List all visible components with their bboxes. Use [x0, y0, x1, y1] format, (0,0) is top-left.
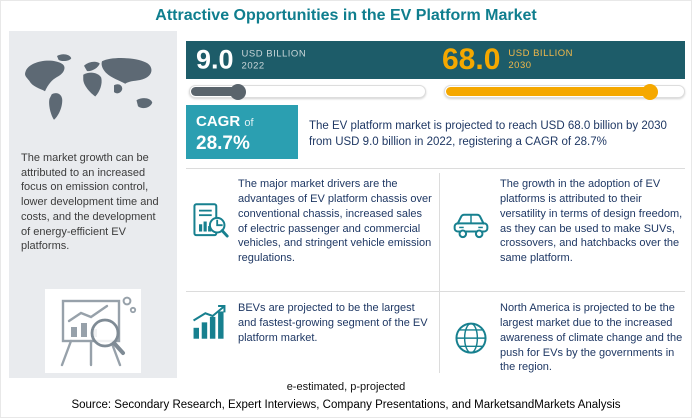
bullet-bev-segment-text: BEVs are projected to be the largest and… — [238, 302, 428, 344]
bullet-north-america: North America is projected to be the lar… — [451, 301, 685, 375]
progress-fill-2030 — [446, 87, 651, 96]
bullet-design-versatility-text: The growth in the adoption of EV platfor… — [500, 178, 683, 265]
market-size-2030-year: 2030 — [508, 60, 532, 71]
market-growth-note: The market growth can be attributed to a… — [21, 152, 159, 253]
cagr-of-label: of — [244, 117, 254, 129]
progress-track-2030 — [444, 85, 685, 98]
progress-track-2022 — [189, 85, 426, 98]
market-size-2022-unit: USD BILLION — [241, 48, 307, 60]
globe-icon — [455, 322, 487, 354]
bullet-north-america-text: North America is projected to be the lar… — [500, 302, 683, 374]
progress-fill-2022 — [191, 87, 239, 96]
market-projection-text: The EV platform market is projected to r… — [309, 120, 667, 149]
divider-horizontal-top — [186, 168, 685, 169]
market-size-2030-value: 68.0 — [442, 43, 501, 76]
bullet-bev-segment: BEVs are projected to be the largest and… — [189, 301, 433, 346]
divider-vertical — [439, 173, 440, 373]
market-size-2022-year: 2022 — [241, 60, 265, 71]
market-size-band: 9.0 USD BILLION 2022 68.0 USD BILLION 20… — [186, 41, 685, 79]
cagr-value: 28.7% — [196, 133, 250, 154]
divider-horizontal-bottom — [186, 291, 685, 292]
cagr-label: CAGR — [196, 113, 241, 130]
source-line: Source: Secondary Research, Expert Inter… — [71, 399, 621, 411]
car-versatility-icon — [453, 213, 489, 239]
market-size-2022-value: 9.0 — [196, 44, 234, 75]
bullet-design-versatility: The growth in the adoption of EV platfor… — [451, 177, 685, 266]
estimate-note: e-estimated, p-projected — [286, 381, 406, 393]
chart-illustration-box — [45, 289, 141, 373]
page-title: Attractive Opportunities in the EV Platf… — [155, 7, 537, 24]
world-map-icon — [25, 54, 153, 120]
left-panel: The market growth can be attributed to a… — [9, 31, 177, 378]
chart-magnifier-illustration-icon — [60, 296, 137, 367]
growth-chart-icon — [193, 304, 226, 339]
bullet-market-drivers-text: The major market drivers are the advanta… — [238, 178, 432, 265]
market-size-2030-unit: USD BILLION — [508, 48, 574, 60]
market-size-2030: 68.0 USD BILLION 2030 — [442, 45, 573, 75]
market-size-2022: 9.0 USD BILLION 2022 — [196, 44, 307, 75]
bullet-market-drivers: The major market drivers are the advanta… — [189, 177, 433, 266]
market-report-icon — [193, 203, 229, 238]
cagr-box: CAGR of 28.7% — [186, 105, 298, 159]
